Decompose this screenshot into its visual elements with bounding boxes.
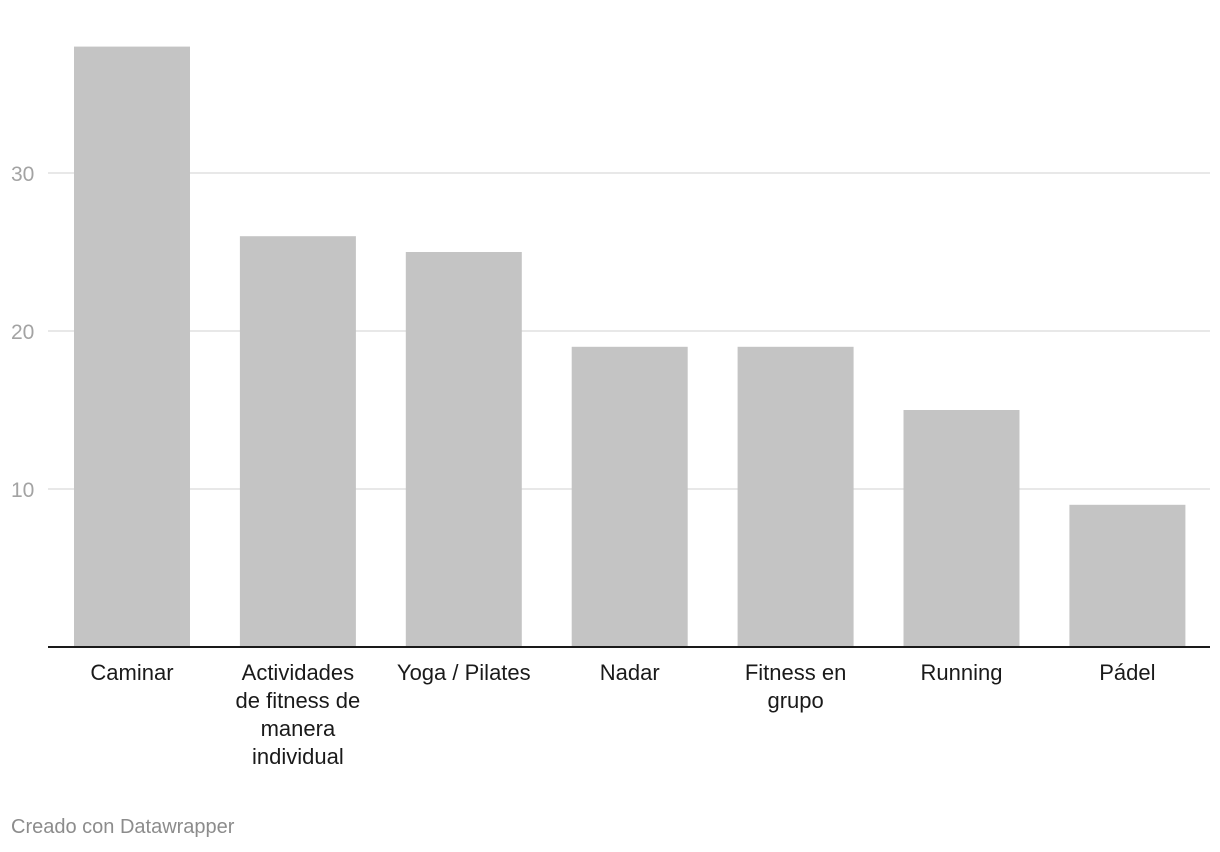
x-tick-label: Fitness en grupo — [745, 660, 847, 713]
x-axis-tick-labels: Caminar Actividades de fitness de manera ind… — [90, 660, 1155, 769]
y-axis-tick-labels: 10 20 30 — [11, 163, 34, 502]
x-tick-label: Running — [921, 660, 1003, 685]
x-tick-label: Pádel — [1099, 660, 1155, 685]
x-tick-label: Yoga / Pilates — [397, 660, 531, 685]
x-tick-label: Caminar — [90, 660, 173, 685]
bar — [571, 346, 688, 647]
credit-text: Creado con Datawrapper — [11, 816, 235, 838]
x-tick-label: Actividades de fitness de manera individual — [236, 660, 361, 769]
bar — [74, 46, 190, 648]
bar — [737, 346, 854, 647]
y-tick-label: 10 — [11, 479, 34, 502]
bars-layer — [74, 46, 1186, 648]
bar — [405, 252, 522, 647]
y-tick-label: 20 — [11, 321, 34, 344]
x-tick-label: Nadar — [600, 660, 660, 685]
bar — [239, 236, 356, 647]
y-tick-label: 30 — [11, 163, 34, 186]
bar — [903, 410, 1020, 647]
bar — [1069, 504, 1186, 647]
